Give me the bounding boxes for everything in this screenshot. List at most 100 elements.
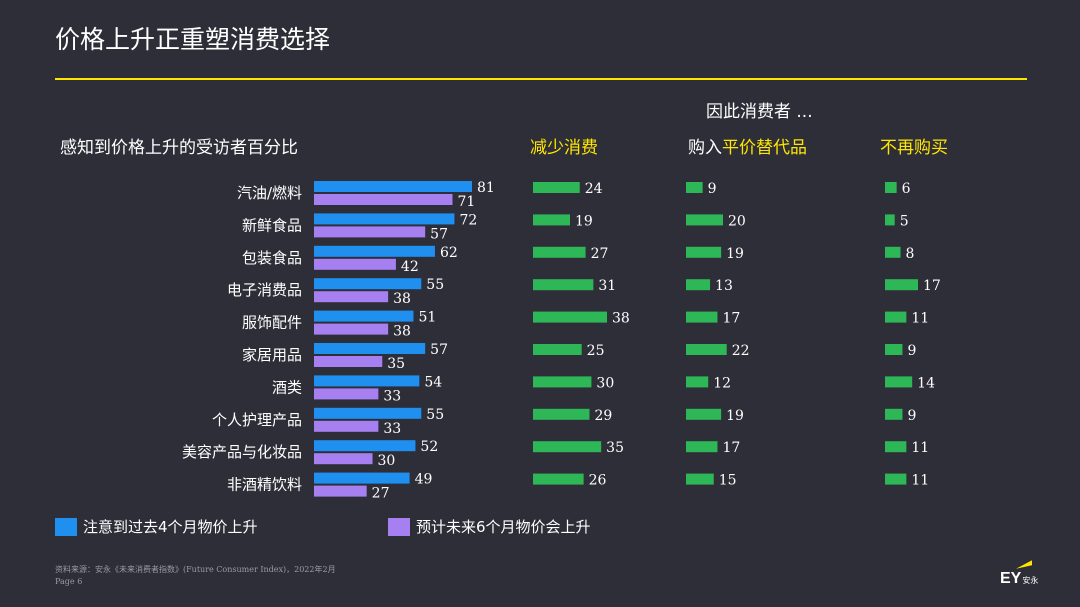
reduce-header: 减少消费 (530, 138, 598, 158)
bar-past (314, 472, 410, 484)
buy-header-prefix: 购入 (688, 138, 722, 158)
value-label-stop: 9 (907, 343, 916, 359)
category-label: 酒类 (272, 378, 302, 396)
value-label-reduce: 19 (575, 213, 593, 229)
bar-reduce (533, 279, 594, 291)
bar-future (314, 323, 389, 335)
category-label: 包装食品 (242, 249, 302, 267)
bar-reduce (533, 344, 582, 355)
bar-past (314, 310, 414, 322)
legend-past: 注意到过去4个月物价上升 (55, 516, 258, 537)
value-label-past: 55 (426, 277, 444, 293)
value-label-past: 72 (459, 212, 477, 228)
value-label-reduce: 27 (591, 246, 609, 262)
title-divider (55, 78, 1027, 80)
bar-future (314, 485, 367, 497)
buy-header-highlight: 平价替代品 (722, 138, 807, 158)
bar-future (314, 226, 426, 238)
value-label-reduce: 31 (598, 278, 616, 294)
category-label: 电子消费品 (227, 281, 302, 299)
bar-stop (885, 408, 903, 420)
bar-past (314, 440, 416, 452)
value-label-buy-alternative: 19 (726, 408, 744, 424)
bar-buy-alternative (686, 376, 709, 388)
bar-past (314, 375, 420, 387)
bar-buy-alternative (686, 408, 722, 420)
value-label-future: 71 (457, 194, 475, 210)
value-label-reduce: 29 (594, 408, 612, 424)
bar-past (314, 278, 422, 290)
bar-buy-alternative (686, 311, 718, 323)
bar-future (314, 420, 379, 432)
value-label-past: 81 (477, 180, 495, 196)
value-label-buy-alternative: 13 (715, 278, 733, 294)
bar-past (314, 343, 426, 354)
source-note: 资料来源：安永《未来消费者指数》(Future Consumer Index)，… (55, 565, 336, 574)
value-label-reduce: 24 (585, 181, 603, 197)
legend-future-label: 预计未来6个月物价会上升 (416, 518, 591, 536)
bar-future (314, 194, 453, 205)
bar-buy-alternative (686, 279, 711, 291)
stop-header: 不再购买 (880, 138, 948, 158)
value-label-stop: 9 (907, 408, 916, 424)
category-label: 家居用品 (242, 346, 302, 364)
bar-reduce (533, 182, 580, 193)
value-label-buy-alternative: 15 (719, 473, 737, 489)
page-title: 价格上升正重塑消费选择 (55, 25, 331, 54)
bar-past (314, 245, 435, 257)
bar-past (314, 213, 455, 225)
value-label-future: 27 (372, 486, 390, 502)
value-label-stop: 11 (911, 473, 929, 489)
bar-reduce (533, 311, 607, 323)
bar-reduce (533, 246, 586, 258)
value-label-buy-alternative: 9 (708, 181, 717, 197)
value-label-reduce: 30 (596, 375, 614, 391)
value-label-stop: 6 (902, 181, 911, 197)
bar-buy-alternative (686, 246, 722, 258)
value-label-buy-alternative: 20 (728, 213, 746, 229)
value-label-stop: 17 (923, 278, 941, 294)
value-label-reduce: 35 (606, 440, 624, 456)
value-label-stop: 8 (906, 246, 915, 262)
bar-buy-alternative (686, 214, 723, 226)
value-label-future: 57 (430, 226, 448, 242)
value-label-reduce: 26 (589, 473, 607, 489)
bar-future (314, 258, 396, 270)
bar-future (314, 388, 379, 400)
bar-stop (885, 279, 918, 291)
page-number: Page 6 (55, 577, 83, 586)
bar-reduce (533, 214, 570, 226)
buy-header: 购入平价替代品 (688, 133, 807, 158)
ey-logo-text: EY (1000, 570, 1022, 587)
value-label-past: 49 (415, 472, 433, 488)
bar-buy-alternative (686, 182, 703, 193)
value-label-past: 55 (426, 407, 444, 423)
bar-stop (885, 182, 897, 193)
bar-reduce (533, 376, 592, 388)
bar-stop (885, 376, 913, 388)
value-label-stop: 11 (911, 440, 929, 456)
consumer-subheading: 因此消费者 ... (706, 102, 813, 122)
value-label-future: 30 (378, 453, 396, 469)
category-label: 个人护理产品 (212, 411, 302, 429)
ey-logo: EY安永 (1000, 570, 1038, 588)
bar-future (314, 356, 383, 367)
category-label: 服饰配件 (242, 314, 302, 332)
value-label-future: 35 (387, 356, 405, 372)
bar-future (314, 291, 389, 303)
bar-stop (885, 344, 903, 355)
value-label-past: 52 (420, 439, 438, 455)
value-label-stop: 5 (900, 213, 909, 229)
bar-reduce (533, 408, 590, 420)
bar-buy-alternative (686, 441, 718, 453)
bar-future (314, 453, 373, 465)
value-label-past: 51 (418, 310, 436, 326)
value-label-past: 54 (424, 374, 442, 390)
value-label-buy-alternative: 17 (722, 440, 740, 456)
value-label-buy-alternative: 12 (713, 375, 731, 391)
value-label-future: 33 (383, 388, 401, 404)
bar-buy-alternative (686, 344, 727, 355)
value-label-stop: 14 (917, 375, 935, 391)
legend-past-swatch (55, 517, 77, 536)
value-label-reduce: 38 (612, 311, 630, 327)
